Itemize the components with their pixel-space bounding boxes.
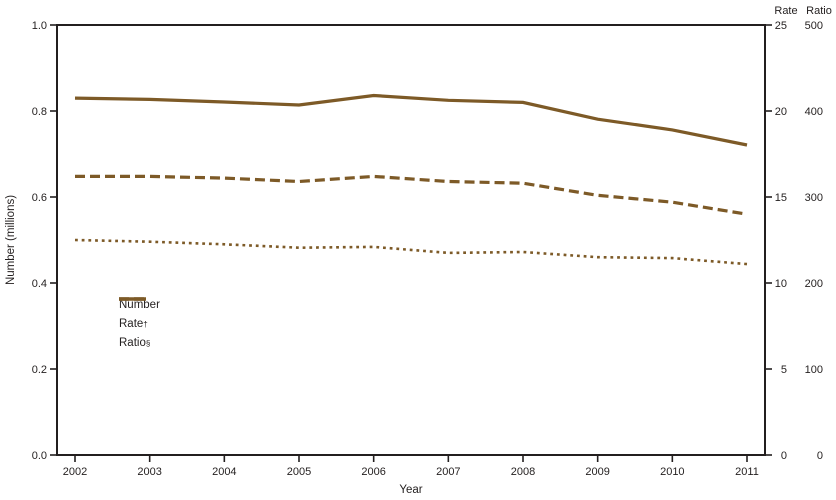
svg-text:15: 15 <box>775 192 787 204</box>
legend-sup-rate: † <box>143 319 148 329</box>
svg-text:10: 10 <box>775 278 787 290</box>
data-lines <box>74 93 748 266</box>
svg-text:200: 200 <box>805 278 823 290</box>
svg-text:20: 20 <box>775 106 787 118</box>
svg-text:25: 25 <box>775 20 787 32</box>
legend-label-number: Number <box>119 298 160 311</box>
svg-text:0: 0 <box>781 450 787 462</box>
svg-text:0: 0 <box>817 450 823 462</box>
svg-text:2009: 2009 <box>585 466 609 478</box>
legend-label-rate: Rate <box>119 317 144 330</box>
y-axis-title: Number (millions) <box>5 195 17 285</box>
dotted-line-icon <box>119 297 146 301</box>
svg-text:2004: 2004 <box>212 466 236 478</box>
legend-item-ratio: Ratio § <box>119 297 160 353</box>
svg-text:1.0: 1.0 <box>32 20 47 32</box>
rate-axis-header: Rate <box>774 5 797 17</box>
legend-label-ratio: Ratio <box>119 336 146 349</box>
svg-text:0.4: 0.4 <box>32 278 47 290</box>
svg-text:2007: 2007 <box>436 466 460 478</box>
x-axis-title: Year <box>399 484 422 496</box>
svg-text:5: 5 <box>781 364 787 376</box>
legend-item-rate: Rate † <box>119 297 160 334</box>
svg-text:2005: 2005 <box>287 466 311 478</box>
ratio-axis-header: Ratio <box>806 5 832 17</box>
svg-text:0.6: 0.6 <box>32 192 47 204</box>
svg-text:2006: 2006 <box>361 466 385 478</box>
svg-text:0.2: 0.2 <box>32 364 47 376</box>
axis-ticks: 0.0 0.2 0.4 0.6 0.8 1.0 0 5 10 15 20 25 0 100 200 300 40… <box>32 20 823 478</box>
svg-text:2010: 2010 <box>660 466 684 478</box>
svg-text:2003: 2003 <box>137 466 161 478</box>
svg-text:2002: 2002 <box>63 466 87 478</box>
legend: Number Rate † Ratio § <box>119 296 160 353</box>
svg-text:400: 400 <box>805 106 823 118</box>
svg-text:2008: 2008 <box>511 466 535 478</box>
svg-text:100: 100 <box>805 364 823 376</box>
svg-text:0.0: 0.0 <box>32 450 47 462</box>
svg-text:2011: 2011 <box>735 466 759 478</box>
svg-text:500: 500 <box>805 20 823 32</box>
svg-text:0.8: 0.8 <box>32 106 47 118</box>
legend-sup-ratio: § <box>145 338 151 348</box>
svg-text:300: 300 <box>805 192 823 204</box>
